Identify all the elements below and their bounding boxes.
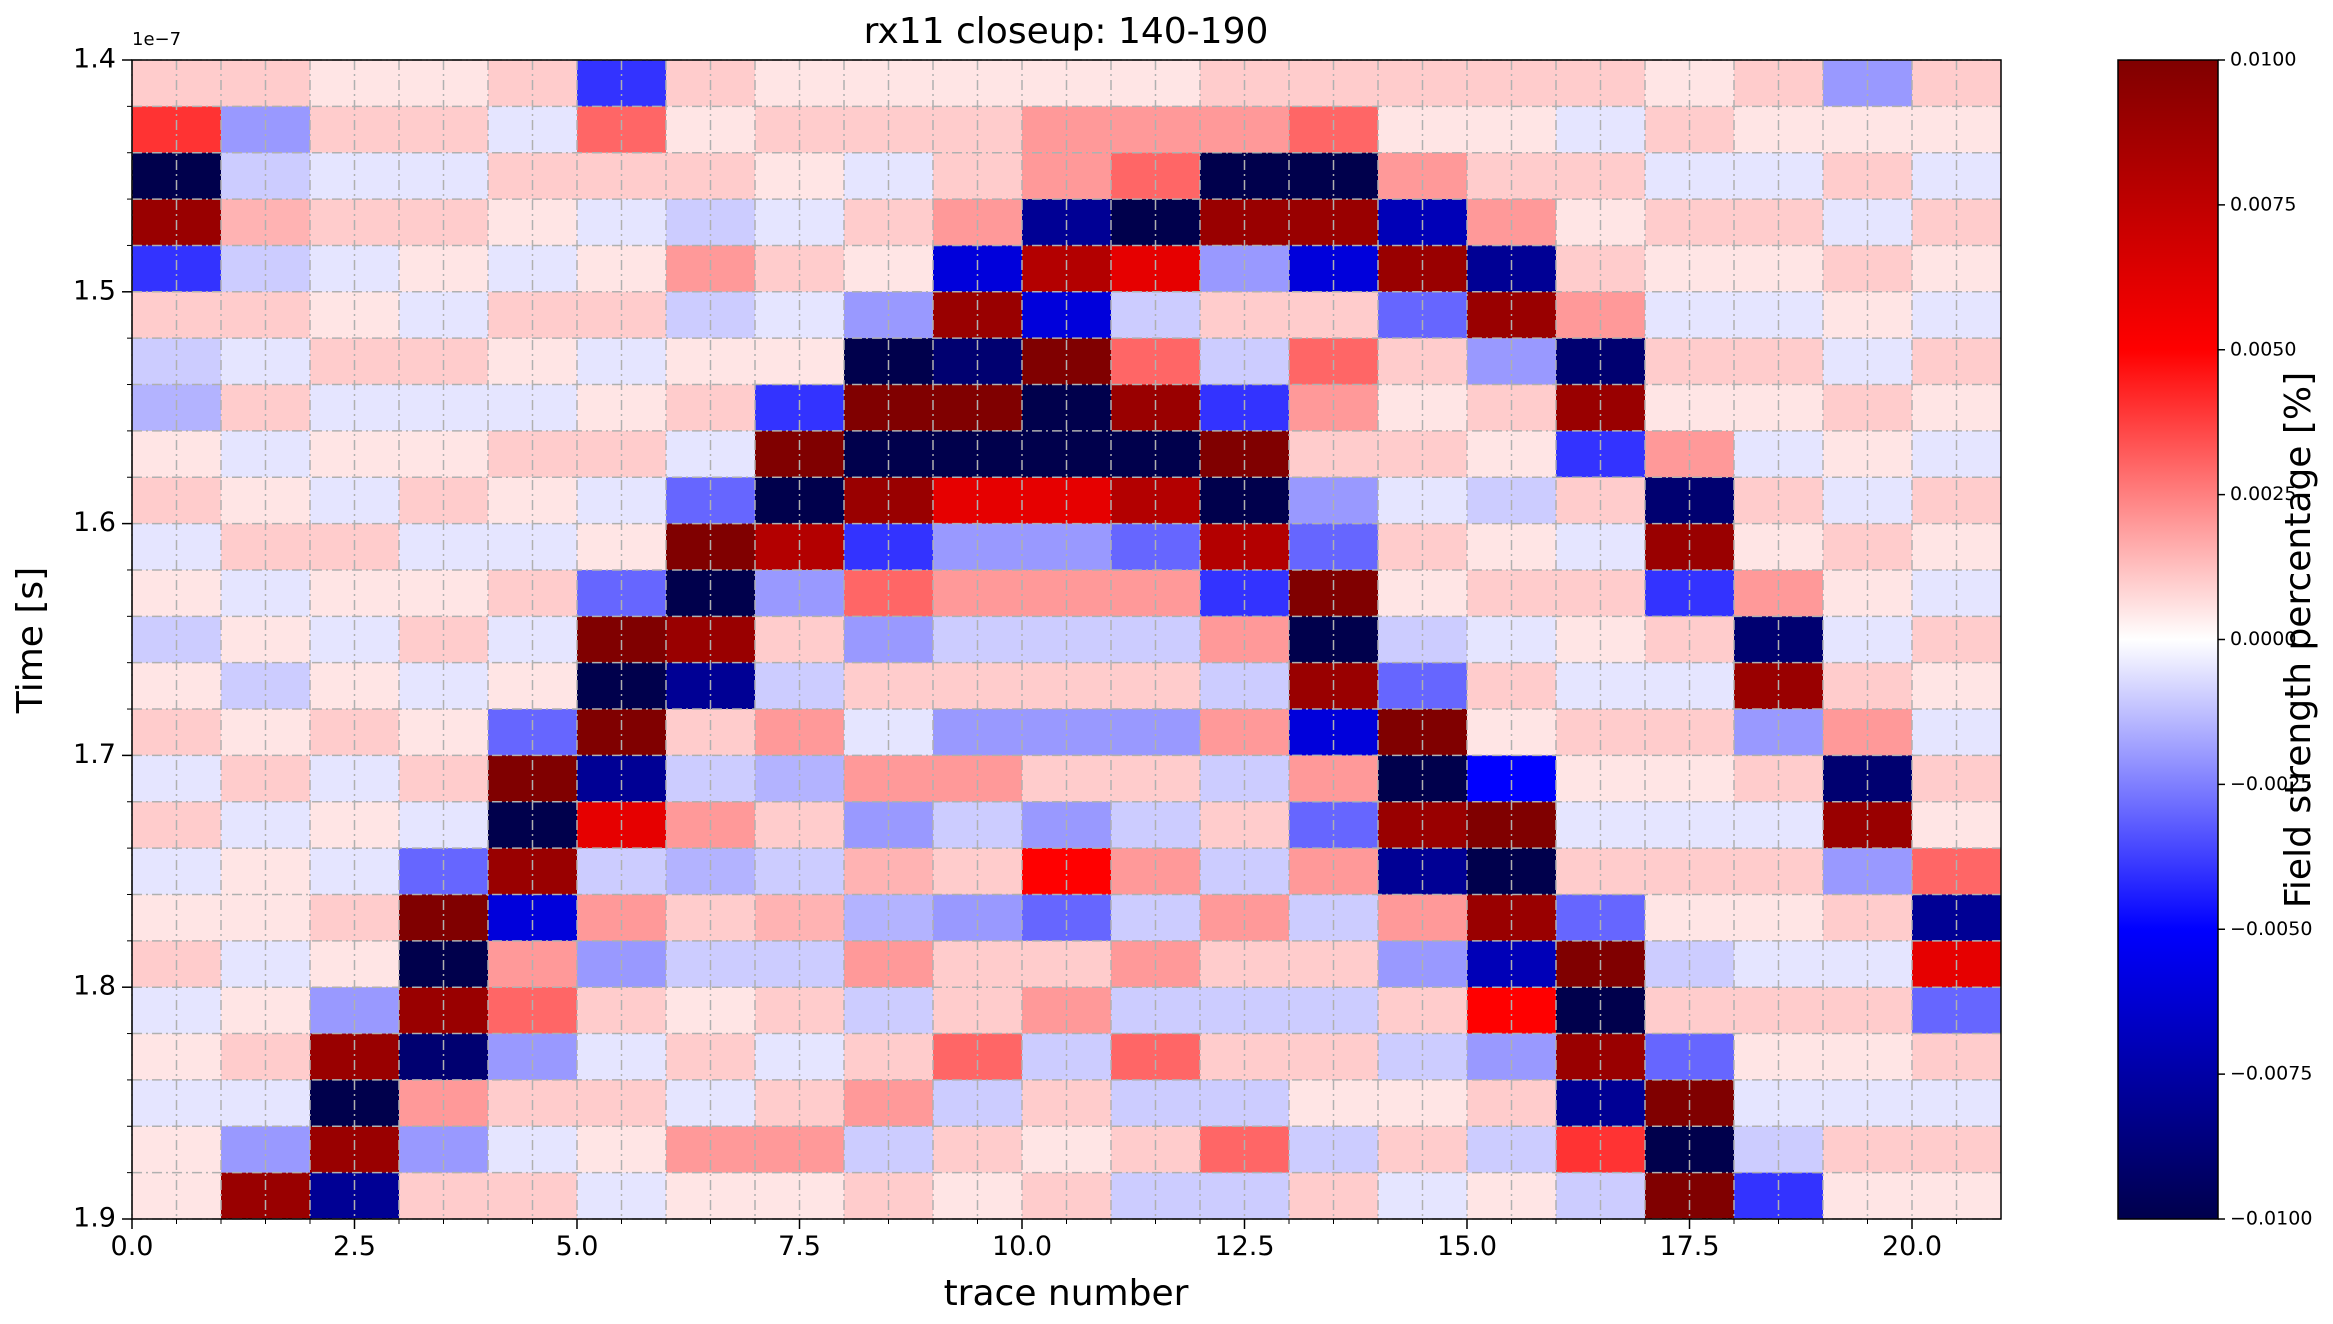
y-axis-label: Time [s] — [10, 567, 51, 714]
heatmap-cell — [1556, 152, 1646, 200]
y-offset-text: 1e−7 — [132, 29, 181, 50]
x-tick-label: 15.0 — [1437, 1231, 1497, 1262]
heatmap-cell — [844, 1172, 934, 1220]
x-tick-label: 7.5 — [778, 1231, 821, 1262]
colorbar-tick-label: 0.0000 — [2230, 628, 2296, 650]
y-tick-label: 1.4 — [73, 44, 116, 75]
heatmap-cell — [1022, 1172, 1112, 1220]
heatmap-cell — [1467, 152, 1557, 200]
heatmap-cell — [1289, 152, 1379, 200]
heatmap-cell — [844, 152, 934, 200]
heatmap-cell — [132, 1172, 222, 1220]
heatmap-cell — [1111, 152, 1201, 200]
x-tick-label: 2.5 — [333, 1231, 376, 1262]
heatmap-cell — [1467, 1172, 1557, 1220]
heatmap-cell — [1823, 152, 1913, 200]
heatmap-cell — [933, 152, 1023, 200]
heatmap-cell — [488, 152, 578, 200]
colorbar-label: Field strength percentage [%] — [2278, 372, 2319, 908]
x-tick-label: 20.0 — [1882, 1231, 1942, 1262]
heatmap-cell — [666, 1172, 756, 1220]
colorbar-tick-label: −0.0100 — [2230, 1208, 2312, 1230]
heatmap-cell — [1022, 152, 1112, 200]
heatmap-cell — [1378, 1172, 1468, 1220]
x-tick-label: 5.0 — [556, 1231, 599, 1262]
heatmap-cell — [1556, 1172, 1646, 1220]
heatmap-cell — [577, 152, 667, 200]
heatmap-cell — [666, 152, 756, 200]
y-tick-label: 1.8 — [73, 971, 116, 1002]
y-tick-label: 1.6 — [73, 507, 116, 538]
heatmap-cell — [1200, 1172, 1290, 1220]
chart-title: rx11 closeup: 140-190 — [864, 11, 1269, 52]
colorbar-tick-label: 0.0100 — [2230, 49, 2296, 71]
colorbar-tick-label: −0.0075 — [2230, 1063, 2312, 1085]
heatmap-cell — [755, 1172, 845, 1220]
heatmap-cell — [1823, 1172, 1913, 1220]
heatmap-cell — [1289, 1172, 1379, 1220]
heatmap-cell — [1734, 152, 1824, 200]
heatmap-cell — [577, 1172, 667, 1220]
colorbar-tick-label: −0.0050 — [2230, 918, 2312, 940]
x-tick-label: 10.0 — [992, 1231, 1052, 1262]
heatmap-cell — [1645, 1172, 1735, 1220]
heatmap-cell — [221, 1172, 311, 1220]
heatmap-cell — [1111, 1172, 1201, 1220]
plot-frame — [131, 59, 2002, 1220]
x-axis-label: trace number — [944, 1273, 1189, 1314]
x-tick-label: 17.5 — [1659, 1231, 1719, 1262]
x-tick-label: 12.5 — [1214, 1231, 1274, 1262]
heatmap-cell — [399, 1172, 489, 1220]
heatmap-cell — [310, 1172, 400, 1220]
x-tick-label: 0.0 — [111, 1231, 154, 1262]
y-tick-label: 1.7 — [73, 739, 116, 770]
heatmap-cell — [1645, 152, 1735, 200]
y-tick-label: 1.9 — [73, 1203, 116, 1234]
y-tick-label: 1.5 — [73, 275, 116, 306]
heatmap-cell — [399, 152, 489, 200]
colorbar-tick-label: −0.0025 — [2230, 773, 2312, 795]
colorbar-tick-label: 0.0050 — [2230, 338, 2296, 360]
heatmap-cell — [488, 1172, 578, 1220]
heatmap-cell — [132, 152, 222, 200]
colorbar-tick-label: 0.0025 — [2230, 483, 2296, 505]
colorbar — [2117, 59, 2219, 1220]
heatmap-cell — [221, 152, 311, 200]
heatmap-cell — [1378, 152, 1468, 200]
heatmap-cell — [1912, 152, 2002, 200]
heatmap-cell — [755, 152, 845, 200]
colorbar-tick-label: 0.0075 — [2230, 193, 2296, 215]
heatmap-cell — [933, 1172, 1023, 1220]
heatmap-cell — [1912, 1172, 2002, 1220]
heatmap-cell — [1200, 152, 1290, 200]
heatmap-cell — [1734, 1172, 1824, 1220]
heatmap-cell — [310, 152, 400, 200]
